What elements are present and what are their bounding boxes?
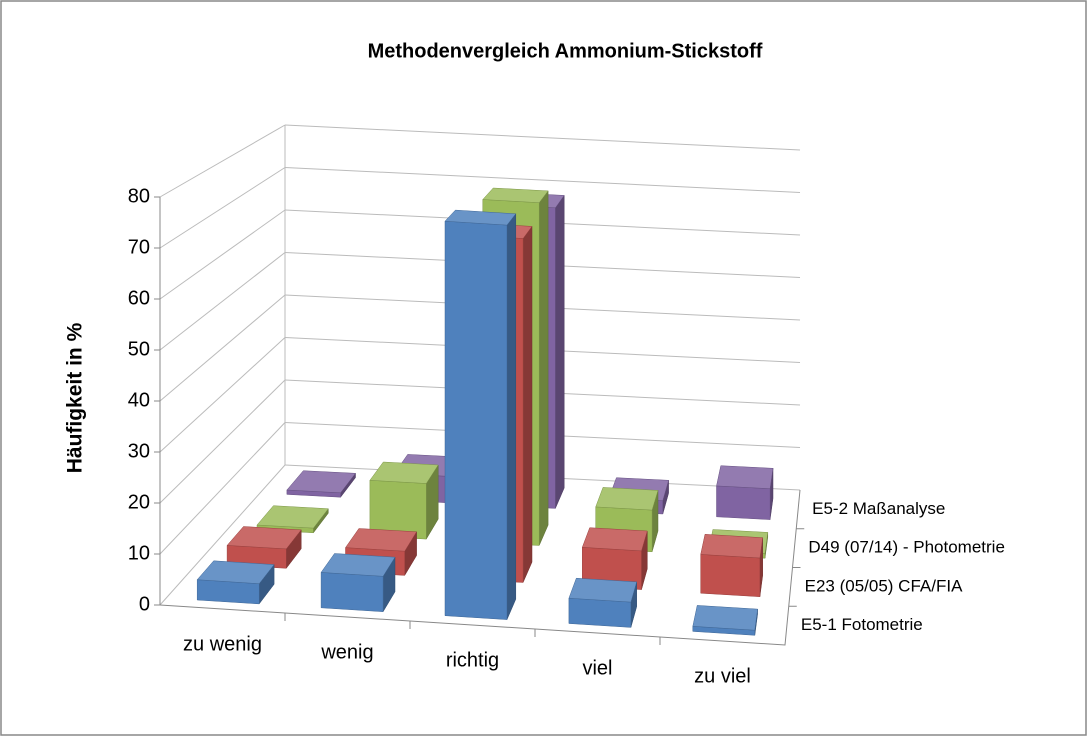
bar — [692, 605, 758, 636]
bar-top — [320, 553, 396, 577]
bar-top — [256, 505, 329, 529]
bar-front — [716, 485, 771, 520]
y-tick-label: 0 — [139, 593, 150, 615]
bar-top — [700, 534, 763, 559]
bar — [444, 209, 517, 620]
grid-line — [159, 252, 286, 351]
grid-line — [159, 422, 286, 555]
legend-label: E5-2 Maßanalyse — [812, 499, 945, 518]
bar — [716, 465, 774, 520]
x-tick-label: zu viel — [694, 665, 751, 687]
bar-front — [444, 220, 508, 620]
bar — [196, 560, 275, 605]
bar-top — [196, 560, 275, 584]
bar-top — [226, 526, 302, 550]
grid-line — [159, 464, 286, 606]
bar — [568, 577, 638, 628]
floor-edge — [159, 489, 801, 646]
grid-line — [159, 294, 286, 402]
grid-line — [159, 379, 286, 504]
legend-label: D49 (07/14) - Photometrie — [808, 538, 1005, 557]
bar-front — [320, 572, 384, 612]
legend-label: E23 (05/05) CFA/FIA — [805, 576, 963, 595]
x-tick-label: viel — [582, 657, 612, 679]
grid-line — [159, 209, 286, 300]
bar-side — [555, 194, 565, 509]
y-axis-label: Häufigkeit in % — [64, 322, 87, 473]
y-tick-label: 70 — [128, 236, 150, 258]
bar — [320, 553, 396, 613]
x-tick-label: wenig — [320, 641, 373, 663]
bar — [369, 461, 439, 541]
bar-side — [538, 190, 549, 546]
bar-side — [522, 225, 533, 583]
y-tick-label: 80 — [128, 185, 150, 207]
chart-title: Methodenvergleich Ammonium-Stickstoff — [368, 40, 763, 62]
x-tick-label: zu wenig — [183, 633, 262, 655]
grid-line — [159, 167, 286, 249]
y-tick-label: 50 — [128, 338, 150, 360]
bar-top — [581, 527, 648, 552]
bar-top — [482, 187, 549, 203]
grid-line — [284, 124, 801, 151]
bar — [581, 527, 648, 590]
y-tick-label: 40 — [128, 389, 150, 411]
bar-top — [692, 605, 758, 631]
grid-line — [159, 124, 286, 198]
bar-top — [286, 470, 356, 494]
grid-line — [284, 167, 801, 193]
bar-top — [444, 209, 517, 226]
y-tick-label: 20 — [128, 491, 150, 513]
legend-label: E5-1 Fotometrie — [801, 615, 923, 634]
bar-top — [595, 487, 659, 511]
bar-top — [369, 461, 439, 484]
bar — [226, 526, 302, 570]
bar — [700, 534, 763, 597]
x-tick-label: richtig — [446, 649, 499, 671]
bar-side — [506, 213, 517, 620]
bar-top — [345, 528, 418, 552]
grid-line — [159, 337, 286, 453]
bar-top — [568, 577, 638, 603]
bar — [286, 470, 356, 498]
y-tick-label: 30 — [128, 440, 150, 462]
bar-front — [700, 554, 761, 597]
bar-front — [568, 597, 632, 628]
y-tick-label: 60 — [128, 287, 150, 309]
bar-top — [716, 465, 774, 489]
y-tick-label: 10 — [128, 542, 150, 564]
